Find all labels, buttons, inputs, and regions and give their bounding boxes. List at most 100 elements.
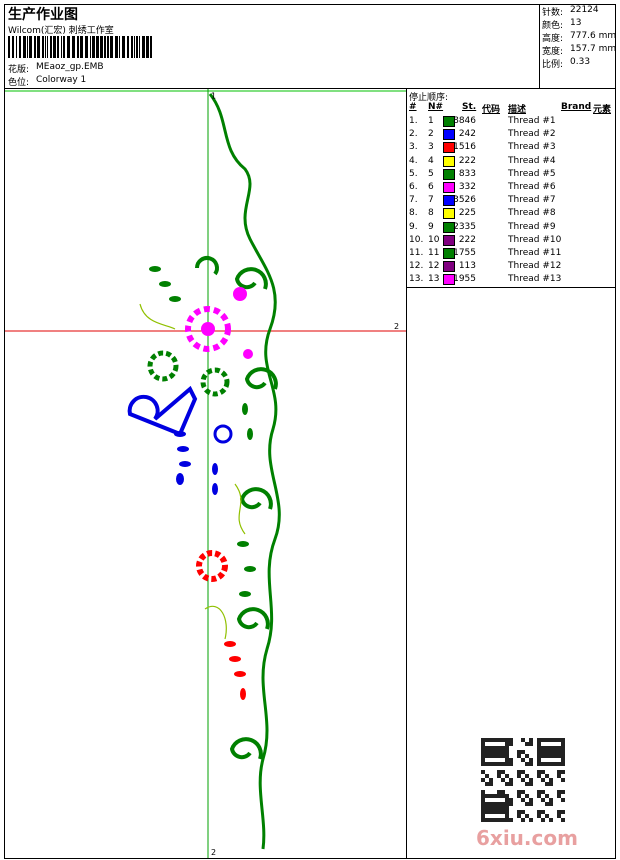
qr-module xyxy=(525,762,529,766)
qr-module xyxy=(545,782,549,786)
qr-module xyxy=(521,750,525,754)
row-no: 10. xyxy=(409,234,424,245)
qr-module xyxy=(505,814,509,818)
qr-module xyxy=(485,806,489,810)
qr-module xyxy=(545,814,549,818)
qr-module xyxy=(525,802,529,806)
info-label: 宽度: xyxy=(542,47,564,57)
qr-module xyxy=(521,738,525,742)
qr-module xyxy=(545,762,549,766)
stems xyxy=(139,303,246,640)
qr-module xyxy=(485,738,489,742)
qr-module xyxy=(501,754,505,758)
qr-module xyxy=(485,802,489,806)
qr-module xyxy=(557,810,561,814)
qr-module xyxy=(529,742,533,746)
row-no: 7. xyxy=(409,195,418,206)
qr-module xyxy=(549,798,553,802)
bar xyxy=(67,36,70,58)
bar xyxy=(34,36,36,58)
bar xyxy=(142,36,145,58)
thread: Thread #6 xyxy=(508,182,556,192)
qr-module xyxy=(553,750,557,754)
qr-module xyxy=(505,746,509,750)
qr-module xyxy=(529,802,533,806)
qr-module xyxy=(561,798,565,802)
qr-module xyxy=(509,802,513,806)
qr-module xyxy=(481,778,485,782)
qr-module xyxy=(497,746,501,750)
swatch xyxy=(443,248,455,259)
stitches: 225 xyxy=(458,208,476,219)
flowers xyxy=(147,287,253,582)
thread: Thread #2 xyxy=(508,129,556,140)
info-value: 777.6 mm xyxy=(570,31,617,41)
qr-module xyxy=(501,770,505,774)
qr-module xyxy=(501,802,505,806)
qr-module xyxy=(501,810,505,814)
swatch xyxy=(443,142,455,154)
qr-module xyxy=(541,778,545,782)
qr-module xyxy=(545,794,549,798)
qr-module xyxy=(541,750,545,754)
qr-module xyxy=(525,774,529,778)
side-box xyxy=(406,287,616,859)
qr-module xyxy=(541,754,545,758)
row-no: 2. xyxy=(409,129,418,140)
design-view: 1 2 2 xyxy=(5,89,406,858)
qr-module xyxy=(497,806,501,810)
qr-module xyxy=(509,778,513,782)
qr-module xyxy=(505,774,509,778)
qr-module xyxy=(525,814,529,818)
qr-module xyxy=(497,810,501,814)
info-label: 高度: xyxy=(542,34,564,44)
qr-module xyxy=(529,778,533,782)
stitches: 1516 xyxy=(453,142,476,153)
qr-module xyxy=(549,754,553,758)
qr-module xyxy=(501,738,505,742)
design-label: 花版: xyxy=(8,65,30,75)
qr-module xyxy=(557,790,561,794)
qr-module xyxy=(549,818,553,822)
qr-module xyxy=(481,738,485,742)
qr-module xyxy=(561,778,565,782)
qr-module xyxy=(481,798,485,802)
info-value: 22124 xyxy=(570,5,599,15)
qr-module xyxy=(549,750,553,754)
qr-module xyxy=(509,818,513,822)
qr-module xyxy=(517,790,521,794)
qr-module xyxy=(501,794,505,798)
qr-module xyxy=(505,782,509,786)
qr-module xyxy=(549,802,553,806)
qr-module xyxy=(561,810,565,814)
bar xyxy=(150,36,152,58)
bar xyxy=(27,36,28,58)
bar xyxy=(110,36,113,58)
qr-module xyxy=(537,810,541,814)
row-n: 5 xyxy=(428,168,434,179)
thread: Thread #7 xyxy=(508,195,556,206)
qr-module xyxy=(493,738,497,742)
thread: Thread #4 xyxy=(508,155,556,166)
leaves xyxy=(149,266,256,700)
thread: Thread #1 xyxy=(508,116,556,126)
qr-module xyxy=(505,754,509,758)
qr-module xyxy=(549,762,553,766)
thread: Thread #10 xyxy=(508,234,562,245)
colorway-label: 色位: xyxy=(8,78,30,88)
swatch xyxy=(443,274,455,286)
qr-module xyxy=(505,738,509,742)
bar xyxy=(29,36,32,58)
bar xyxy=(77,36,79,58)
qr-module xyxy=(517,810,521,814)
qr-module xyxy=(561,818,565,822)
qr-module xyxy=(557,738,561,742)
thread: Thread #3 xyxy=(508,142,556,153)
qr-module xyxy=(505,810,509,814)
qr-module xyxy=(525,782,529,786)
qr-module xyxy=(517,770,521,774)
qr-module xyxy=(557,754,561,758)
bar xyxy=(119,36,120,58)
qr-module xyxy=(541,818,545,822)
qr-module xyxy=(481,754,485,758)
